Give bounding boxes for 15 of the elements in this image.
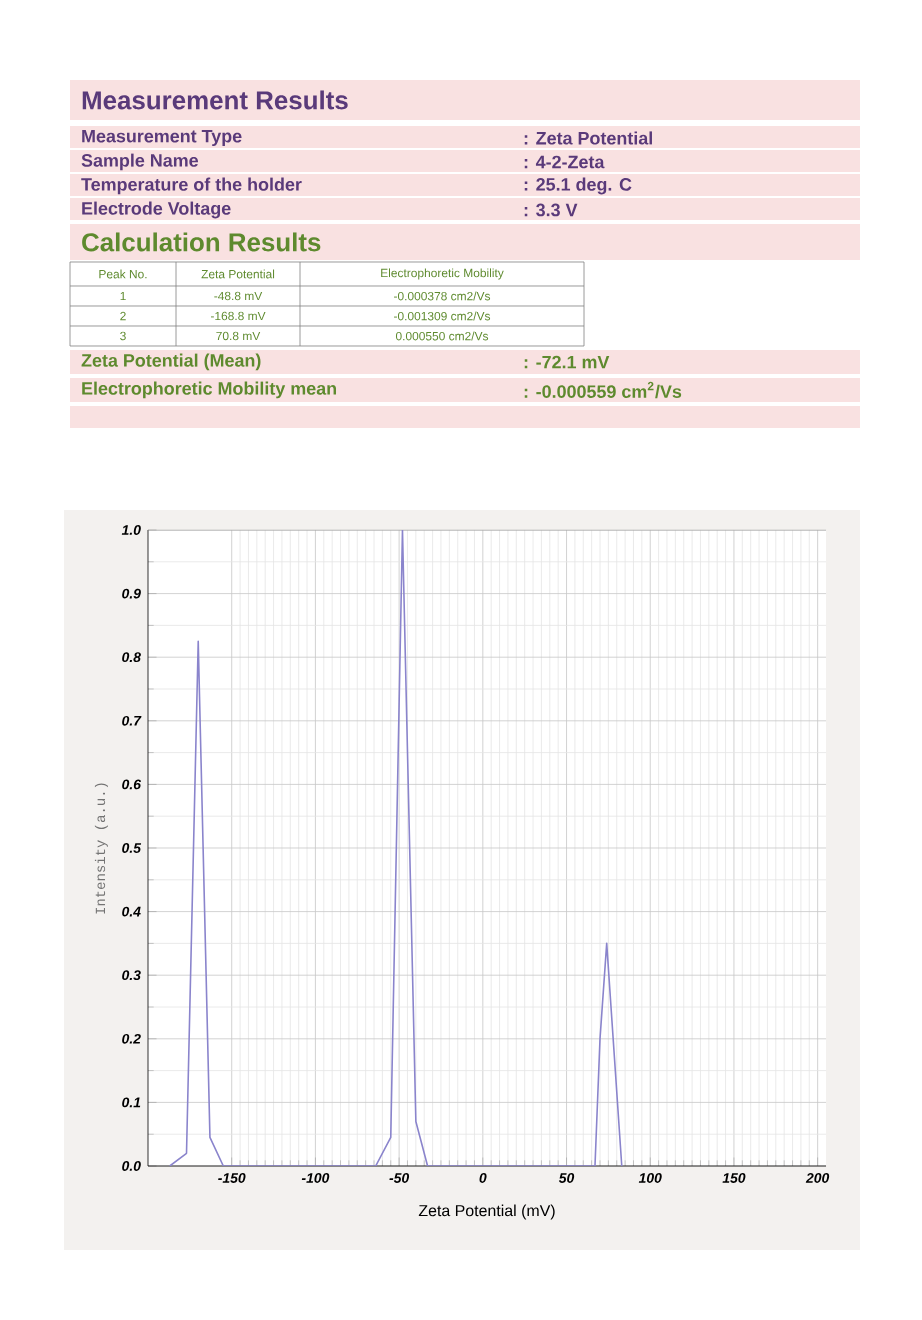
text: Electrode Voltage bbox=[82, 201, 231, 219]
chart-subtitle: Calculation Results bbox=[82, 232, 321, 252]
text: : -0.000559 cm$^{2}$/Vs bbox=[524, 381, 682, 399]
text: Measurement Type bbox=[82, 129, 242, 147]
line-series bbox=[168, 529, 623, 1166]
text: Sample Name bbox=[81, 153, 199, 171]
text: : 3.3 V bbox=[524, 203, 578, 217]
text: : 25.1 deg. C bbox=[524, 177, 632, 195]
text: Zeta Potential (Mean) bbox=[81, 353, 261, 371]
text: Temperature of the holder bbox=[81, 177, 302, 195]
text: : -72.1 mV bbox=[524, 355, 610, 369]
text: : 4-2-Zeta bbox=[524, 155, 605, 169]
text: : Zeta Potential bbox=[524, 131, 652, 145]
text: Electrophoretic Mobility mean bbox=[82, 381, 337, 399]
chart-title: Measurement Results bbox=[82, 90, 348, 110]
